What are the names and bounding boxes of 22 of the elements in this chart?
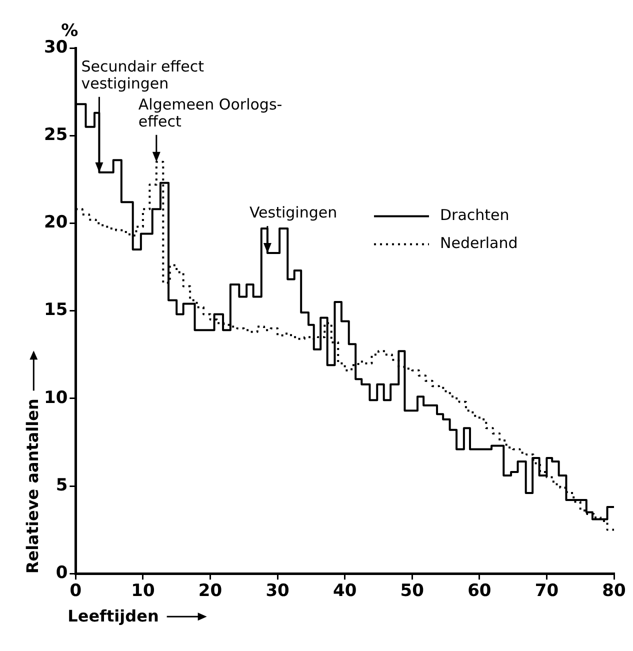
x-tick-label: 0 <box>70 581 82 602</box>
y-tick-label: 20 <box>44 212 68 233</box>
x-tick-label: 70 <box>534 581 559 602</box>
annotation: Algemeen Oorlogs- effect <box>138 95 282 130</box>
y-tick-label: 0 <box>56 563 68 584</box>
y-tick-label: 15 <box>44 300 68 320</box>
annotation: Secundair effect vestigingen <box>81 57 204 92</box>
x-tick-label: 30 <box>266 581 290 602</box>
y-axis-title: Relatieve aantallen <box>22 398 42 574</box>
legend-label: Drachten <box>440 206 510 224</box>
y-tick-label: 10 <box>44 388 68 408</box>
x-axis-title: Leeftijden <box>68 606 159 626</box>
y-tick-label: 5 <box>56 475 68 496</box>
x-tick-label: 20 <box>198 581 222 602</box>
x-tick-label: 40 <box>332 581 357 602</box>
x-tick-label: 50 <box>400 581 424 602</box>
y-tick-label: 25 <box>44 125 68 146</box>
x-tick-label: 80 <box>602 581 626 602</box>
x-tick-label: 60 <box>468 581 492 602</box>
annotation: Vestigingen <box>249 203 338 222</box>
legend-label: Nederland <box>440 234 518 252</box>
x-tick-label: 10 <box>131 581 155 602</box>
